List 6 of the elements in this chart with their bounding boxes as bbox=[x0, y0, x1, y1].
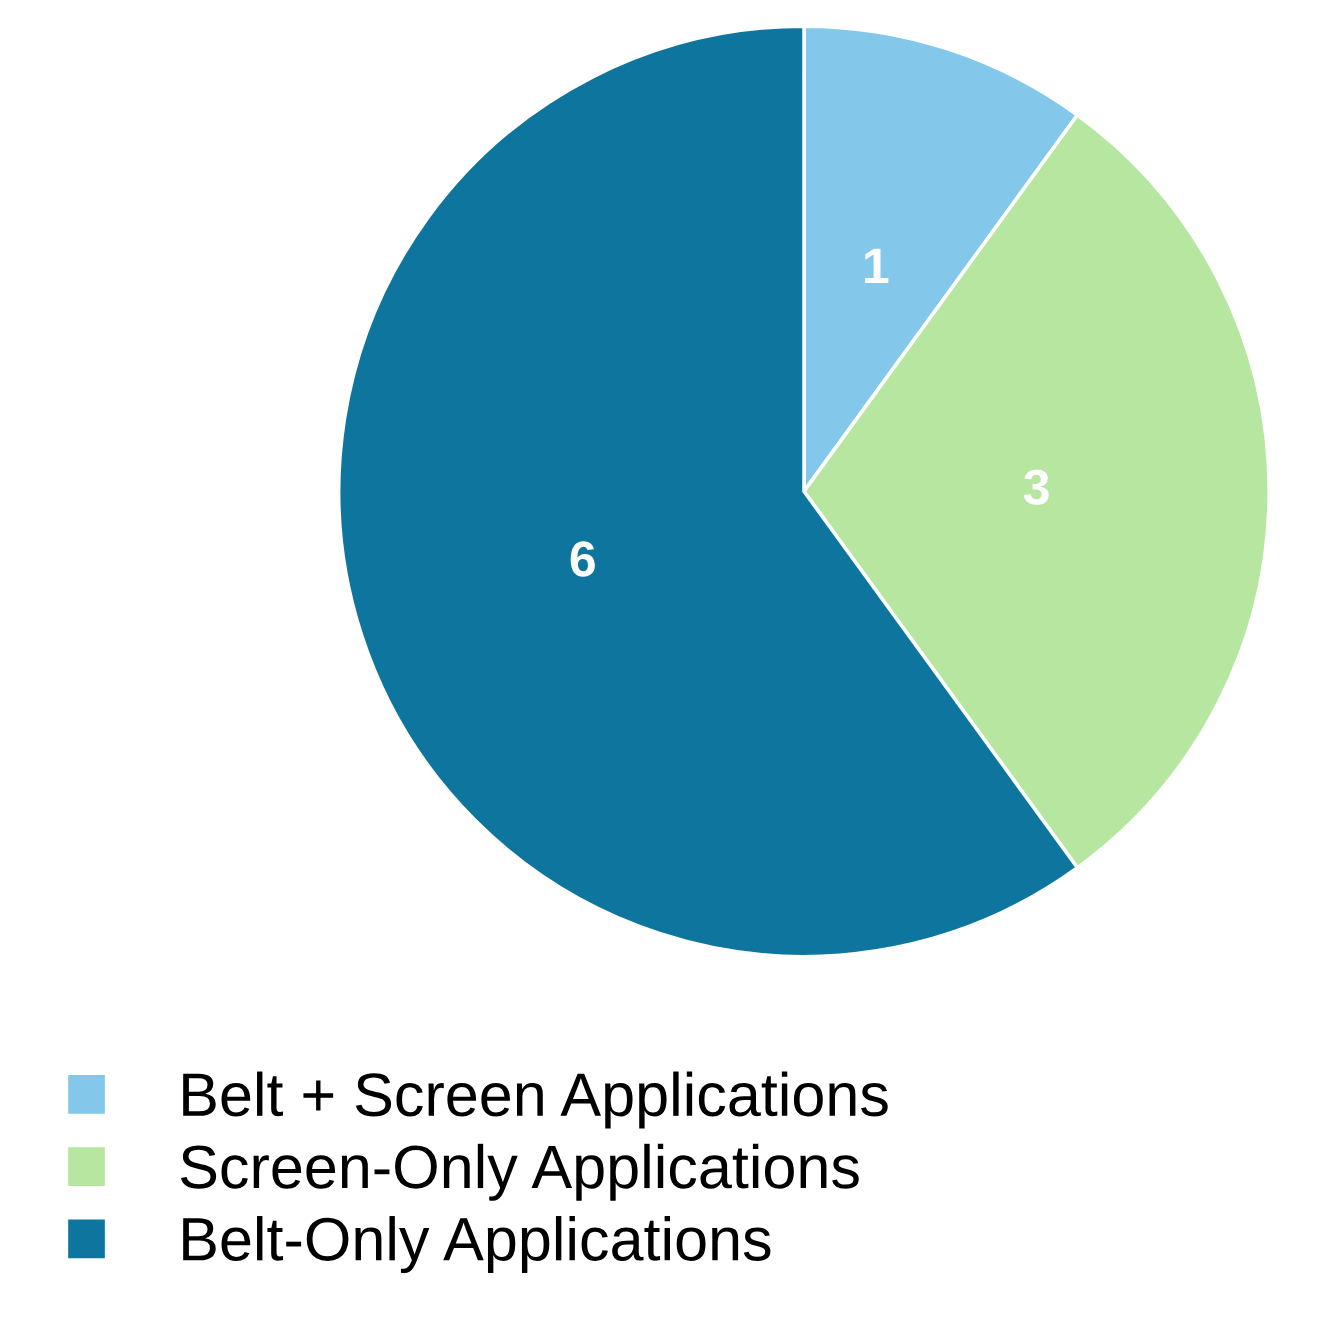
data-label: 6 bbox=[570, 541, 595, 577]
legend-label: Screen-Only Applications bbox=[180, 1143, 859, 1201]
data-label: 1 bbox=[865, 248, 889, 284]
data-label: 3 bbox=[1023, 469, 1049, 505]
legend-label: Belt-Only Applications bbox=[183, 1216, 771, 1273]
legend-label: Belt + Screen Applications bbox=[183, 1071, 888, 1129]
